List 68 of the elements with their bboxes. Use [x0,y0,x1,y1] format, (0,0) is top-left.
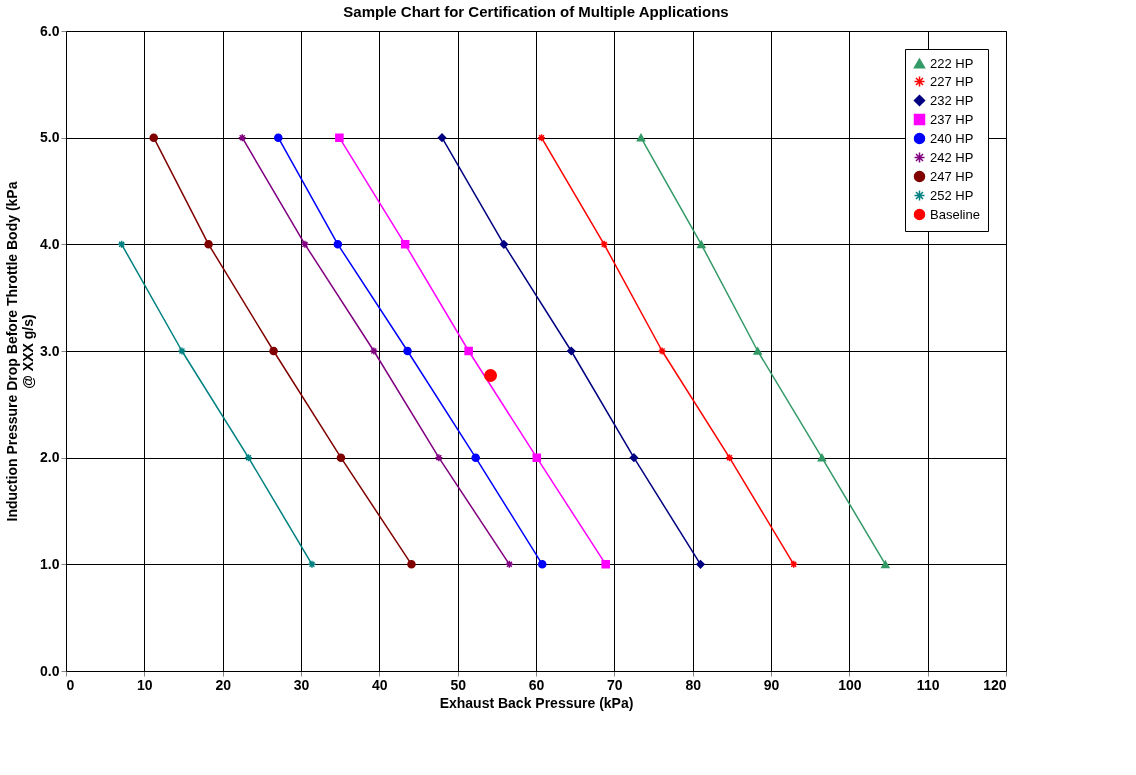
point [244,453,253,462]
point [471,453,480,462]
point [177,346,187,356]
point [599,240,609,249]
point [369,346,379,356]
point [484,369,498,382]
point [434,453,444,462]
legend-label: 237 HP [930,111,974,127]
x-tick-label: 40 [372,676,388,693]
x-tick-label: 80 [685,676,702,693]
y-tick-label: 5.0 [40,129,60,146]
point [499,240,509,249]
y-tick-label: 4.0 [40,235,60,252]
point [537,133,546,142]
point [881,560,890,569]
x-axis-title: Exhaust Back Pressure (kPa) [439,694,634,711]
x-tick-label: 60 [528,676,545,693]
x-tick-label: 0 [66,676,75,693]
y-axis-title: Induction Pressure Drop Before Throttle Body (kPa @ XXX g/s) [4,181,37,522]
point [437,133,447,142]
point [300,240,310,249]
point [269,346,278,356]
point [817,453,827,462]
x-tick-label: 70 [607,676,623,693]
point [696,560,705,569]
legend-label: 240 HP [930,130,974,146]
x-tick-label: 10 [137,676,153,693]
legend-label: 227 HP [930,73,974,89]
point [537,560,547,569]
y-tick-label: 3.0 [40,342,60,359]
x-tick-label: 50 [450,676,467,693]
y-tick-label: 1.0 [40,555,60,572]
x-tick-label: 100 [838,676,862,693]
point [335,133,344,142]
point [601,560,610,569]
y-tick-label: 6.0 [40,22,60,39]
point [725,453,734,462]
legend-label: 252 HP [930,187,974,203]
y-tick-label: 0.0 [40,662,60,679]
point [657,346,667,356]
point [464,346,473,356]
point [532,453,542,462]
x-tick-label: 110 [916,676,940,693]
point [407,560,416,569]
point [400,240,410,249]
point [697,240,706,249]
point [237,133,247,142]
point [149,133,159,142]
point [566,346,576,356]
point [753,347,762,355]
point [336,453,346,462]
point [636,133,646,142]
point [204,240,213,249]
legend-label: 247 HP [930,168,974,184]
legend-label: 242 HP [930,149,974,165]
point [629,453,639,462]
x-tick-label: 120 [983,676,1007,693]
point [333,240,343,249]
legend-label: Baseline [930,206,980,222]
x-tick-label: 20 [215,676,232,693]
x-tick-label: 90 [763,676,780,693]
chart-title: Sample Chart for Certification of Multiple Applications [343,3,729,20]
legend-label: 222 HP [930,55,974,71]
point [403,346,412,356]
legend-label: 232 HP [930,92,974,108]
point [274,133,283,142]
y-tick-label: 2.0 [40,449,60,466]
x-tick-label: 30 [293,676,310,693]
